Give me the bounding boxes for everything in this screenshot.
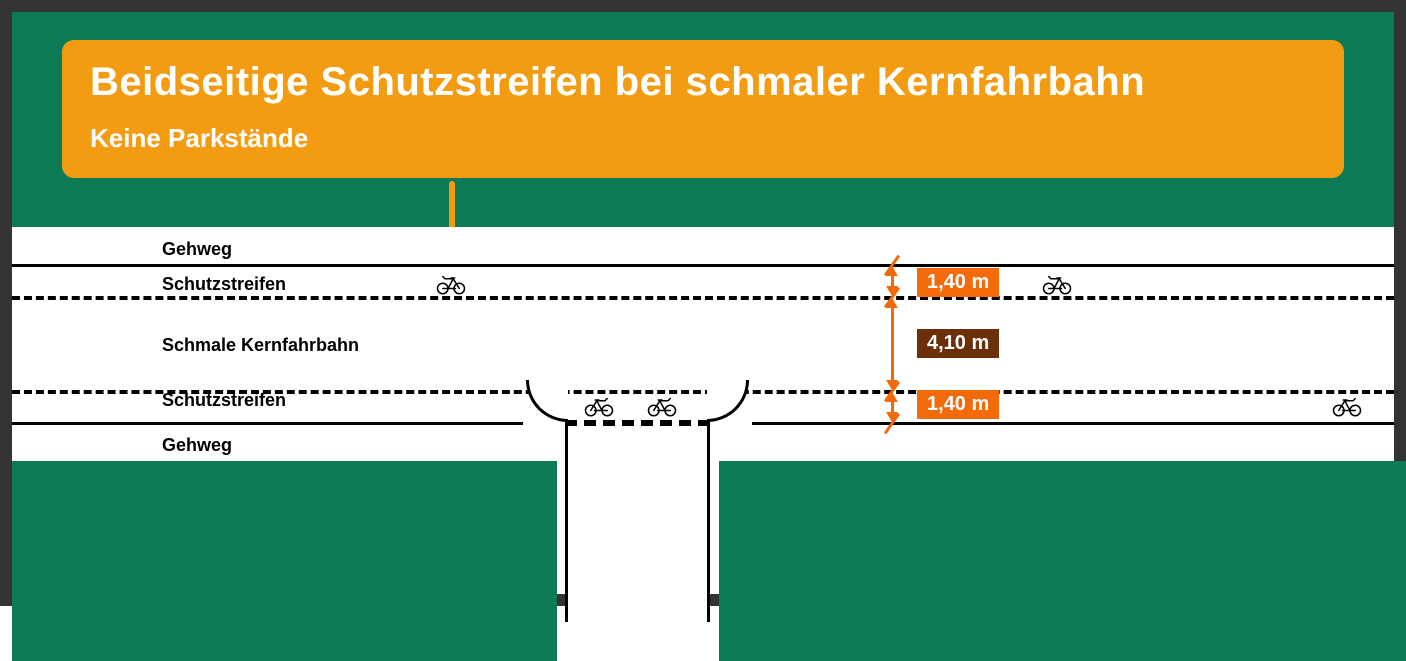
measure-badge: 1,40 m: [917, 390, 999, 419]
title-sub: Keine Parkstände: [90, 123, 1316, 154]
measure-badge: 1,40 m: [917, 268, 999, 297]
side-street: [565, 422, 710, 622]
measure-arrow-head-up: [886, 392, 898, 402]
kerb-curve-right: [707, 380, 749, 422]
bicycle-icon: [1042, 273, 1072, 295]
measure-arrow-head-down: [886, 380, 898, 390]
lane-label-kernfahrbahn: Schmale Kernfahrbahn: [162, 335, 359, 356]
title-main: Beidseitige Schutzstreifen bei schmaler …: [90, 60, 1316, 105]
green-block-right: [719, 461, 1406, 661]
bicycle-icon: [647, 395, 677, 417]
outer-frame: Beidseitige Schutzstreifen bei schmaler …: [0, 0, 1406, 606]
kerb-line-top: [12, 264, 1394, 267]
measure-arrow-head-down: [886, 286, 898, 296]
bicycle-icon: [584, 395, 614, 417]
lane-label-schutz_bottom: Schutzstreifen: [162, 390, 286, 411]
measure-arrow-head-up: [886, 298, 898, 308]
intersection-dashed-line: [565, 420, 710, 426]
bicycle-icon: [1332, 395, 1362, 417]
lane-label-gehweg_bottom: Gehweg: [162, 435, 232, 456]
kerb-curve-left: [526, 380, 568, 422]
lane-label-gehweg_top: Gehweg: [162, 239, 232, 260]
canvas-green: Beidseitige Schutzstreifen bei schmaler …: [12, 12, 1394, 594]
schutzstreifen-line-top-dashed: [12, 296, 1394, 300]
road-cross-section: Gehweg Schutzstreifen Schmale Kernfahrbahn…: [12, 227, 1394, 594]
measure-arrow-head-up: [886, 266, 898, 276]
lane-label-schutz_top: Schutzstreifen: [162, 274, 286, 295]
measure-arrow-line: [891, 300, 894, 388]
measure-badge: 4,10 m: [917, 329, 999, 358]
title-box: Beidseitige Schutzstreifen bei schmaler …: [62, 40, 1344, 178]
bicycle-icon: [436, 273, 466, 295]
green-block-left: [12, 461, 557, 661]
measure-arrow-head-down: [886, 412, 898, 422]
